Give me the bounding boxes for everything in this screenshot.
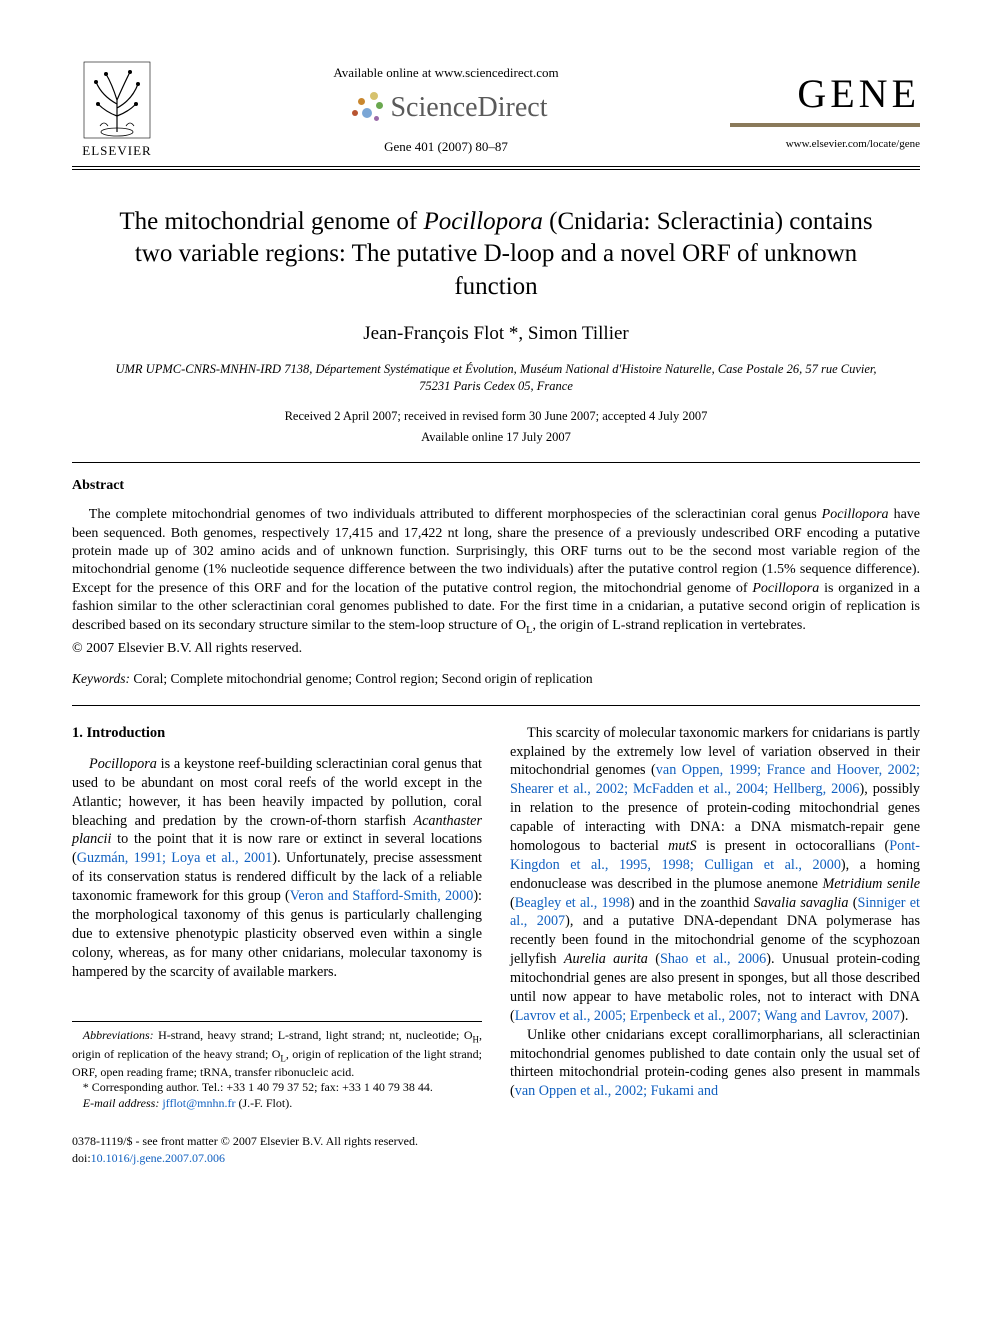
citation-link[interactable]: Veron and Stafford-Smith, 2000 (290, 888, 474, 904)
doi-line: doi:10.1016/j.gene.2007.07.006 (72, 1150, 920, 1166)
sciencedirect-wordmark: ScienceDirect (390, 89, 547, 127)
header-center: Available online at www.sciencedirect.co… (162, 64, 730, 155)
email-label: E-mail address: (83, 1096, 160, 1110)
affiliation: UMR UPMC-CNRS-MNHN-IRD 7138, Département… (112, 361, 880, 395)
abstract-body: The complete mitochondrial genomes of tw… (72, 506, 920, 637)
doi-link[interactable]: 10.1016/j.gene.2007.07.006 (91, 1151, 225, 1165)
abstract-genus: Pocillopora (752, 581, 819, 596)
right-column: This scarcity of molecular taxonomic mar… (510, 724, 920, 1112)
citation-link[interactable]: Guzmán, 1991; Loya et al., 2001 (77, 850, 273, 866)
front-matter-footer: 0378-1119/$ - see front matter © 2007 El… (72, 1133, 920, 1165)
abstract-heading: Abstract (72, 477, 920, 496)
citation-link[interactable]: Beagley et al., 1998 (515, 895, 630, 911)
header-rule-bottom (72, 169, 920, 170)
available-online-text: Available online at www.sciencedirect.co… (172, 64, 720, 82)
authors-line: Jean-François Flot *, Simon Tillier (72, 321, 920, 347)
footnotes-block: Abbreviations: H-strand, heavy strand; L… (72, 1021, 482, 1111)
sciencedirect-dots-icon (344, 88, 384, 128)
intro-paragraph: Pocillopora is a keystone reef-building … (72, 755, 482, 982)
citation-link[interactable]: Lavrov et al., 2005; Erpenbeck et al., 2… (515, 1008, 900, 1024)
body-text: is present in octocorallians ( (697, 838, 890, 854)
introduction-heading: 1. Introduction (72, 724, 482, 743)
corresponding-author-footnote: * Corresponding author. Tel.: +33 1 40 7… (72, 1080, 482, 1096)
body-gene: mutS (668, 838, 696, 854)
abbreviations-footnote: Abbreviations: H-strand, heavy strand; L… (72, 1028, 482, 1080)
body-text: ( (648, 951, 660, 967)
elsevier-wordmark: ELSEVIER (82, 142, 151, 160)
citation-link[interactable]: Shao et al., 2006 (660, 951, 766, 967)
email-footnote: E-mail address: jfflot@mnhn.fr (J.-F. Fl… (72, 1096, 482, 1112)
article-title: The mitochondrial genome of Pocillopora … (102, 206, 890, 304)
elsevier-logo: ELSEVIER (72, 60, 162, 160)
abstract-bottom-rule (72, 705, 920, 706)
body-genus: Pocillopora (89, 756, 157, 772)
email-tail: (J.-F. Flot). (239, 1096, 293, 1110)
body-columns: 1. Introduction Pocillopora is a keyston… (72, 724, 920, 1112)
journal-brand-block: GENE www.elsevier.com/locate/gene (730, 67, 920, 152)
keywords-block: Keywords: Coral; Complete mitochondrial … (72, 670, 920, 688)
abstract-genus: Pocillopora (822, 507, 889, 522)
title-segment: The mitochondrial genome of (119, 208, 423, 235)
journal-header: ELSEVIER Available online at www.science… (72, 60, 920, 160)
abstract-text: , the origin of L-strand replication in … (533, 618, 806, 633)
body-paragraph: This scarcity of molecular taxonomic mar… (510, 724, 920, 1026)
citation-link[interactable]: van Oppen et al., 2002; Fukami and (515, 1083, 718, 1099)
body-paragraph: Unlike other cnidarians except corallimo… (510, 1026, 920, 1102)
elsevier-tree-icon (82, 60, 152, 140)
keywords-label: Keywords: (72, 671, 130, 686)
keywords-text: Coral; Complete mitochondrial genome; Co… (130, 671, 593, 686)
body-text: ). (900, 1008, 908, 1024)
body-species: Aurelia aurita (564, 951, 648, 967)
copyright-line: © 2007 Elsevier B.V. All rights reserved… (72, 640, 920, 659)
body-species: Savalia savaglia (754, 895, 849, 911)
footnote-label: Abbreviations: (83, 1028, 154, 1042)
journal-name: GENE (730, 67, 920, 121)
body-species: Metridium senile (822, 876, 920, 892)
received-dates: Received 2 April 2007; received in revis… (72, 408, 920, 425)
abstract-top-rule (72, 462, 920, 463)
footnote-text: H-strand, heavy strand; L-strand, light … (154, 1028, 473, 1042)
sciencedirect-logo: ScienceDirect (172, 88, 720, 128)
body-text: ) and in the zoanthid (630, 895, 754, 911)
abstract-text: The complete mitochondrial genomes of tw… (89, 507, 822, 522)
journal-accent-bar (730, 123, 920, 127)
citation-line: Gene 401 (2007) 80–87 (172, 138, 720, 156)
journal-url: www.elsevier.com/locate/gene (730, 137, 920, 152)
left-column: 1. Introduction Pocillopora is a keyston… (72, 724, 482, 1112)
available-date: Available online 17 July 2007 (72, 429, 920, 446)
doi-label: doi: (72, 1151, 91, 1165)
issn-line: 0378-1119/$ - see front matter © 2007 El… (72, 1133, 920, 1149)
email-link[interactable]: jfflot@mnhn.fr (159, 1096, 238, 1110)
title-genus: Pocillopora (423, 208, 542, 235)
